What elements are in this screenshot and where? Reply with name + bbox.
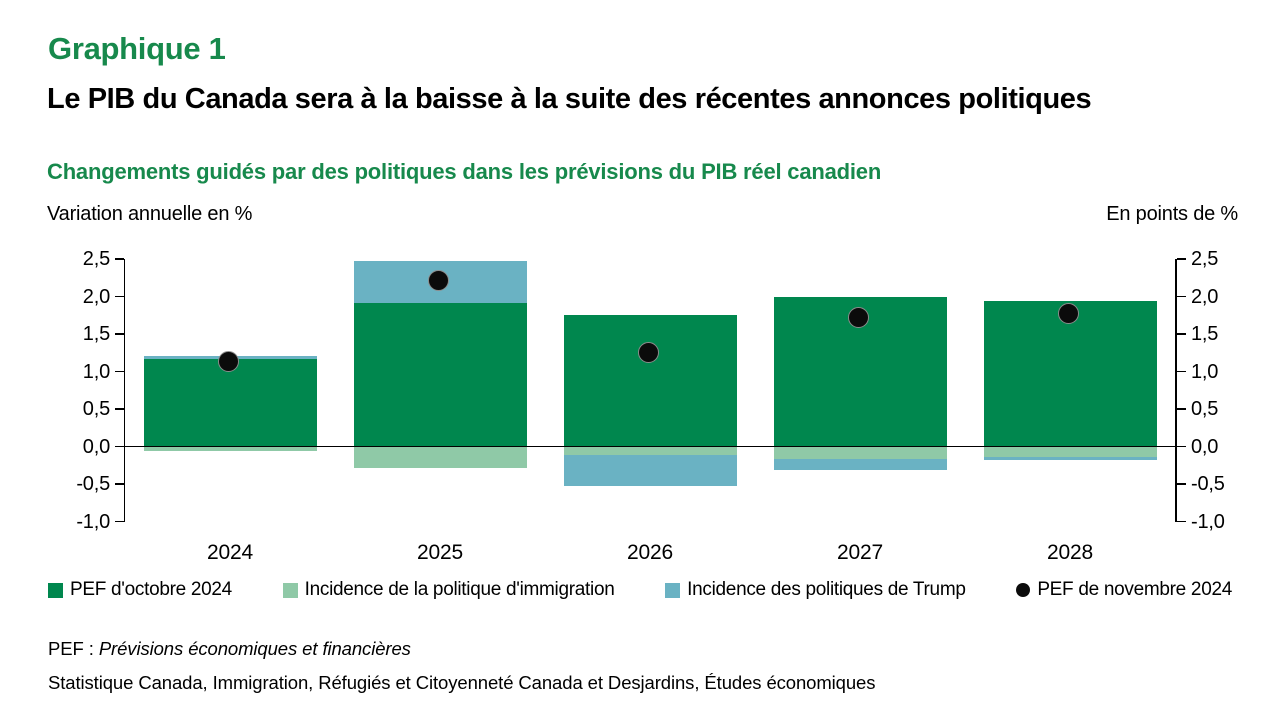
y-tick-left [115,370,124,373]
footnote-definition: Prévisions économiques et financières [98,638,411,659]
y-tick-left [115,445,124,448]
legend-item-pef-novembre: PEF de novembre 2024 [1016,579,1232,601]
zero-line [125,445,1175,448]
y-tick-right [1176,370,1186,373]
y-tick-label-left: -1,0 [76,510,110,533]
y-tick-label-right: 1,5 [1191,323,1219,345]
y-tick-right [1176,258,1186,260]
y-tick-label-right: -1,0 [1191,510,1225,533]
legend-item-trump: Incidence des politiques de Trump [665,579,966,601]
y-tick-left [115,408,124,410]
bar-segment-immigration-2027 [773,446,947,459]
y-tick-label-right: 0,5 [1191,398,1219,420]
x-axis-label-2027: 2027 [837,541,883,564]
y-tick-label-right: 2,0 [1191,285,1219,308]
legend-item-pef-octobre: PEF d'octobre 2024 [48,579,232,601]
bar-segment-immigration-2028 [983,446,1157,457]
bar-segment-immigration-2024 [143,446,317,451]
source-line: Statistique Canada, Immigration, Réfugié… [48,672,876,693]
pef-novembre-dot-2025 [428,269,449,291]
bar-segment-pef-octobre-2024 [143,358,317,447]
bar-segment-trump-2026 [563,454,737,486]
y-tick-left [115,258,124,260]
legend-square-dark-green-icon [48,582,63,598]
y-tick-label-right: 0,0 [1191,435,1219,458]
y-tick-right [1176,295,1186,298]
y-tick-label-left: 1,0 [82,360,110,383]
chart-legend: PEF d'octobre 2024 Incidence de la polit… [48,579,1232,601]
legend-dot-black-icon [1016,583,1031,597]
legend-square-light-green-icon [282,582,298,598]
footnote-prefix: PEF : [48,638,99,659]
y-tick-label-left: 2,0 [82,285,110,308]
left-axis-unit-label: Variation annuelle en % [47,203,253,225]
bar-segment-pef-octobre-2028 [983,301,1157,447]
chart-subtitle: Changements guidés par des politiques da… [47,159,882,184]
pef-novembre-dot-2026 [638,342,659,364]
legend-label: Incidence des politiques de Trump [687,579,966,600]
x-axis-label-2025: 2025 [417,541,463,564]
bar-segment-trump-2028 [983,457,1157,460]
bar-segment-pef-octobre-2026 [563,315,737,447]
pef-novembre-dot-2024 [218,350,239,372]
y-tick-left [115,483,124,485]
y-tick-right [1176,520,1186,523]
legend-square-blue-icon [665,582,681,598]
bar-segment-immigration-2026 [563,446,737,455]
chart-number-label: Graphique 1 [48,31,226,66]
y-axis-right [1175,259,1177,522]
y-tick-right [1176,445,1186,448]
y-tick-label-left: 0,0 [82,435,110,458]
chart-title: Le PIB du Canada sera à la baisse à la s… [47,83,1092,115]
y-tick-left [115,333,124,335]
x-axis-label-2026: 2026 [627,541,673,564]
bar-segment-pef-octobre-2025 [353,303,527,447]
x-axis-label-2024: 2024 [207,541,253,564]
right-axis-unit-label: En points de % [1106,203,1238,225]
pef-novembre-dot-2028 [1058,302,1079,324]
footnote: PEF : Prévisions économiques et financiè… [48,638,411,660]
y-tick-label-left: 1,5 [82,323,110,345]
pef-novembre-dot-2027 [848,307,869,328]
bar-segment-immigration-2025 [353,446,527,469]
y-tick-label-left: -0,5 [76,473,110,495]
legend-label: PEF de novembre 2024 [1037,579,1232,600]
y-tick-label-right: -0,5 [1191,473,1225,495]
y-tick-left [115,295,124,298]
y-tick-label-right: 2,5 [1191,248,1219,270]
y-tick-right [1176,483,1186,485]
y-axis-left [123,259,125,522]
y-tick-label-right: 1,0 [1191,360,1219,383]
legend-label: Incidence de la politique d'immigration [304,579,615,600]
y-tick-left [115,520,124,523]
y-tick-label-left: 0,5 [82,398,110,420]
legend-label: PEF d'octobre 2024 [70,579,232,600]
y-tick-right [1176,408,1186,410]
bar-segment-trump-2027 [773,458,947,470]
y-tick-label-left: 2,5 [82,248,110,270]
y-tick-right [1176,333,1186,335]
x-axis-label-2028: 2028 [1047,541,1093,564]
legend-item-immigration: Incidence de la politique d'immigration [282,579,615,601]
